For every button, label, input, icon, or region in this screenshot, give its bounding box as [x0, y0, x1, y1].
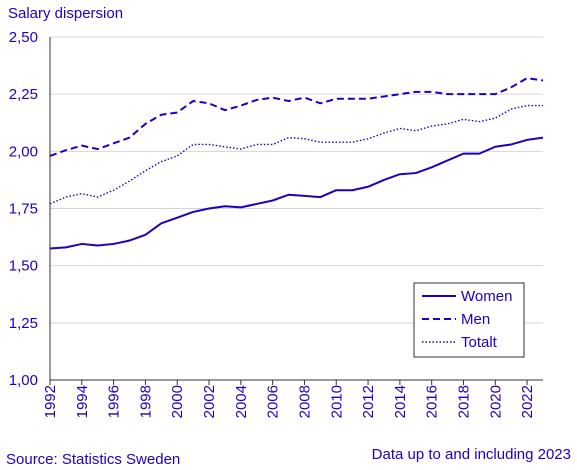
series-line-men: [49, 77, 544, 157]
gridlines: [50, 36, 543, 324]
x-tick-label: 2002: [201, 385, 218, 418]
x-tick-label: 2014: [392, 385, 409, 418]
source-note: Source: Statistics Sweden: [6, 451, 181, 468]
x-tick-label: 1996: [106, 385, 123, 418]
x-tick-label: 2018: [455, 385, 472, 418]
axes: [49, 37, 543, 385]
y-tick-label: 1,50: [9, 258, 38, 275]
x-tick-label: 1994: [74, 385, 91, 418]
y-tick-label: 2,00: [9, 143, 38, 160]
y-axis-title: Salary dispersion: [8, 5, 124, 22]
x-tick-label: 2004: [233, 385, 250, 418]
y-tick-label: 1,25: [9, 315, 38, 332]
x-tick-label: 2010: [328, 385, 345, 418]
x-tick-label: 1998: [137, 385, 154, 418]
data-coverage-note: Data up to and including 2023: [371, 446, 571, 463]
series-line-totalt: [49, 104, 543, 205]
x-tick-label: 2006: [265, 385, 282, 418]
y-tick-label: 2,50: [9, 29, 38, 46]
x-tick-label: 2008: [296, 385, 313, 418]
legend-label-men: Men: [461, 311, 490, 328]
x-tick-label: 2020: [487, 385, 504, 418]
y-tick-label: 1,00: [9, 372, 38, 389]
y-tick-label: 1,75: [9, 201, 38, 218]
x-tick-label: 2000: [169, 385, 186, 418]
x-tick-labels: 1992 1994 1996 1998 2000 2002 2004 2006 2008 2010…: [42, 385, 536, 418]
y-tick-label: 2,25: [9, 86, 38, 103]
x-tick-label: 1992: [42, 385, 59, 418]
series-lines: [49, 77, 544, 250]
legend-label-totalt: Totalt: [461, 334, 498, 351]
series-line-women: [49, 136, 544, 250]
legend-label-women: Women: [461, 288, 512, 305]
legend: Women Men Totalt: [413, 282, 525, 358]
x-tick-label: 2012: [360, 385, 377, 418]
y-tick-labels: 1,00 1,25 1,50 1,75 2,00 2,25 2,50: [9, 29, 38, 389]
x-tick-label: 2016: [424, 385, 441, 418]
x-tick-label: 2022: [519, 385, 536, 418]
